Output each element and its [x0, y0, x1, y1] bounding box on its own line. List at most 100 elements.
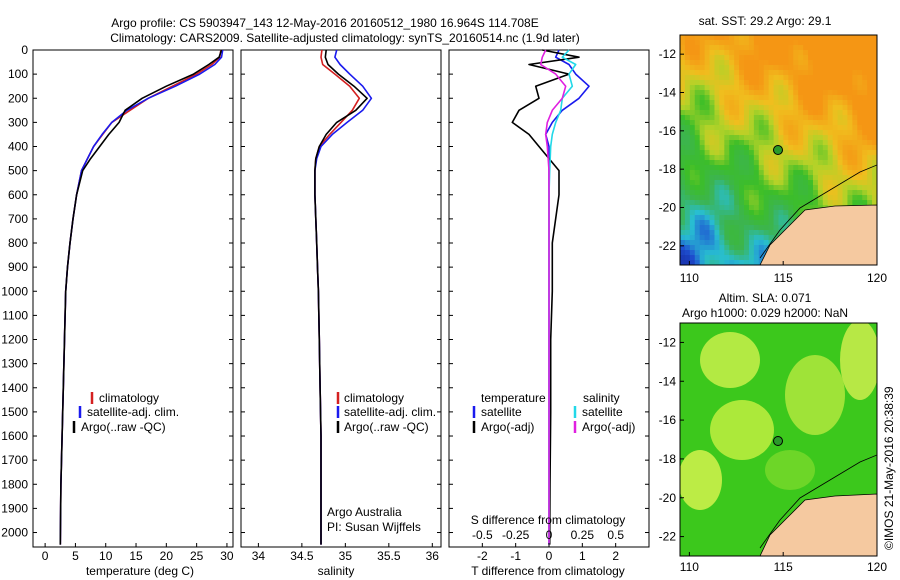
sst-cell: [862, 100, 868, 106]
sst-cell: [699, 255, 706, 261]
sst-cell: [748, 60, 755, 66]
sst-cell: [744, 80, 750, 86]
sst-cell: [734, 90, 740, 96]
sst-cell: [763, 190, 770, 196]
sst-cell: [867, 175, 873, 181]
sst-cell: [729, 180, 735, 186]
sst-cell: [753, 100, 760, 106]
sst-cell: [808, 35, 814, 41]
sst-cell: [689, 50, 696, 56]
sst-cell: [822, 200, 829, 206]
sst-cell: [837, 40, 843, 46]
sst-cell: [709, 100, 715, 106]
sst-cell: [788, 130, 794, 136]
sst-cell: [798, 70, 804, 76]
sst-cell: [808, 185, 814, 191]
sst-cell: [867, 80, 873, 86]
sst-cell: [852, 170, 858, 176]
sst-cell: [684, 200, 691, 206]
sst-cell: [808, 130, 814, 136]
sst-cell: [734, 170, 740, 176]
sst-cell: [783, 90, 789, 96]
sst-cell: [729, 150, 735, 156]
sst-cell: [817, 155, 824, 161]
sst-cell: [817, 140, 824, 146]
sst-cell: [872, 180, 877, 186]
sst-cell: [778, 230, 784, 236]
sst-cell: [724, 125, 730, 131]
depth-tick-label: 800: [8, 236, 28, 250]
sst-cell: [867, 95, 873, 101]
sst-cell: [758, 100, 765, 106]
sst-cell: [734, 245, 740, 251]
sst-cell: [827, 145, 834, 151]
sst-cell: [734, 55, 740, 61]
sst-cell: [793, 90, 799, 96]
sst-cell: [822, 80, 829, 86]
sst-cell: [798, 150, 804, 156]
sst-cell: [719, 110, 725, 116]
sst-cell: [842, 150, 848, 156]
sst-cell: [768, 130, 774, 136]
sst-cell: [872, 135, 877, 141]
sst-cell: [793, 150, 799, 156]
sst-cell: [798, 190, 804, 196]
sst-cell: [694, 90, 701, 96]
sst-cell: [847, 120, 853, 126]
sst-cell: [709, 195, 715, 201]
sst-cell: [793, 80, 799, 86]
sst-cell: [857, 120, 863, 126]
sst-cell: [817, 85, 824, 91]
sst-cell: [719, 210, 725, 216]
sst-cell: [714, 260, 720, 265]
sst-cell: [739, 70, 745, 76]
credit-text: ©IMOS 21-May-2016 20:38:39: [882, 386, 896, 550]
sst-cell: [758, 110, 765, 116]
sst-cell: [768, 70, 774, 76]
sst-cell: [758, 55, 765, 61]
sst-cell: [734, 220, 740, 226]
sst-cell: [684, 110, 691, 116]
sst-cell: [788, 220, 794, 226]
sst-cell: [773, 140, 779, 146]
temperature-lines: [59, 49, 224, 545]
sst-cell: [689, 130, 696, 136]
sst-cell: [847, 110, 853, 116]
sst-cell: [699, 200, 706, 206]
legend-label-climatology: climatology: [99, 391, 159, 405]
sst-cell: [872, 170, 877, 176]
sst-cell: [684, 210, 691, 216]
sst-cell: [768, 165, 774, 171]
sst-cell: [704, 210, 710, 216]
sst-cell: [803, 125, 809, 131]
sst-cell: [729, 235, 735, 241]
sst-cell: [689, 145, 696, 151]
sst-cell: [867, 50, 873, 56]
sst-cell: [773, 70, 779, 76]
x-tick-label: 30: [220, 549, 234, 563]
sst-cell: [773, 90, 779, 96]
sst-cell: [857, 140, 863, 146]
sst-cell: [783, 45, 789, 51]
sst-cell: [812, 125, 819, 131]
sst-cell: [862, 135, 868, 141]
sst-cell: [857, 195, 863, 201]
sst-cell: [699, 245, 706, 251]
sst-map: [680, 35, 877, 265]
sst-cell: [847, 160, 853, 166]
sst-cell: [778, 140, 784, 146]
sst-cell: [739, 95, 745, 101]
sst-cell: [837, 180, 843, 186]
sst-cell: [852, 180, 858, 186]
sst-cell: [847, 135, 853, 141]
sst-cell: [832, 110, 838, 116]
sst-cell: [739, 155, 745, 161]
sst-cell: [793, 55, 799, 61]
sst-cell: [739, 35, 745, 41]
sst-cell: [862, 50, 868, 56]
sst-cell: [719, 150, 725, 156]
sst-cell: [704, 65, 710, 71]
sst-cell: [773, 100, 779, 106]
sst-cell: [744, 200, 750, 206]
series-line-salinity-argo-adj-: [539, 49, 567, 545]
